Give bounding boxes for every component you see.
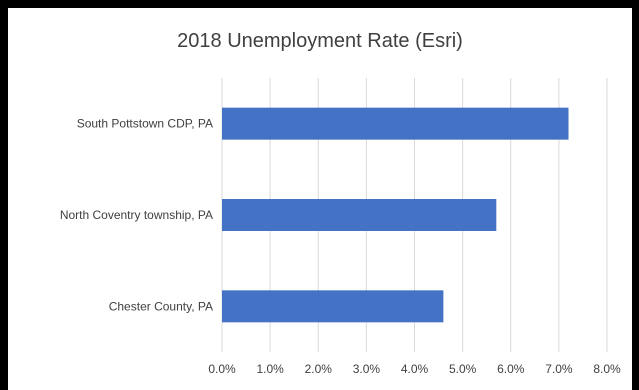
x-tick-label: 4.0% — [401, 362, 429, 376]
x-tick-label: 8.0% — [593, 362, 621, 376]
chart-area: 2018 Unemployment Rate (Esri) South Pott… — [8, 8, 632, 390]
category-labels: South Pottstown CDP, PA North Coventry to… — [60, 117, 213, 314]
bar — [222, 290, 444, 323]
x-tick-label: 6.0% — [497, 362, 525, 376]
category-label: North Coventry township, PA — [60, 208, 213, 222]
x-tick-label: 0.0% — [208, 362, 236, 376]
x-tick-label: 5.0% — [449, 362, 477, 376]
bar — [222, 199, 497, 231]
x-tick-labels: 0.0% 1.0% 2.0% 3.0% 4.0% 5.0% 6.0% 7.0% 8.0% — [208, 362, 621, 376]
bars — [222, 107, 569, 323]
chart-title: 2018 Unemployment Rate (Esri) — [177, 30, 463, 52]
x-tick-label: 7.0% — [545, 362, 573, 376]
x-tick-label: 2.0% — [305, 362, 333, 376]
category-label: South Pottstown CDP, PA — [77, 117, 213, 131]
bar-chart: South Pottstown CDP, PA North Coventry to… — [60, 78, 621, 376]
category-label: Chester County, PA — [109, 299, 213, 313]
bar — [222, 107, 569, 140]
x-tick-label: 3.0% — [353, 362, 381, 376]
x-tick-label: 1.0% — [256, 362, 284, 376]
